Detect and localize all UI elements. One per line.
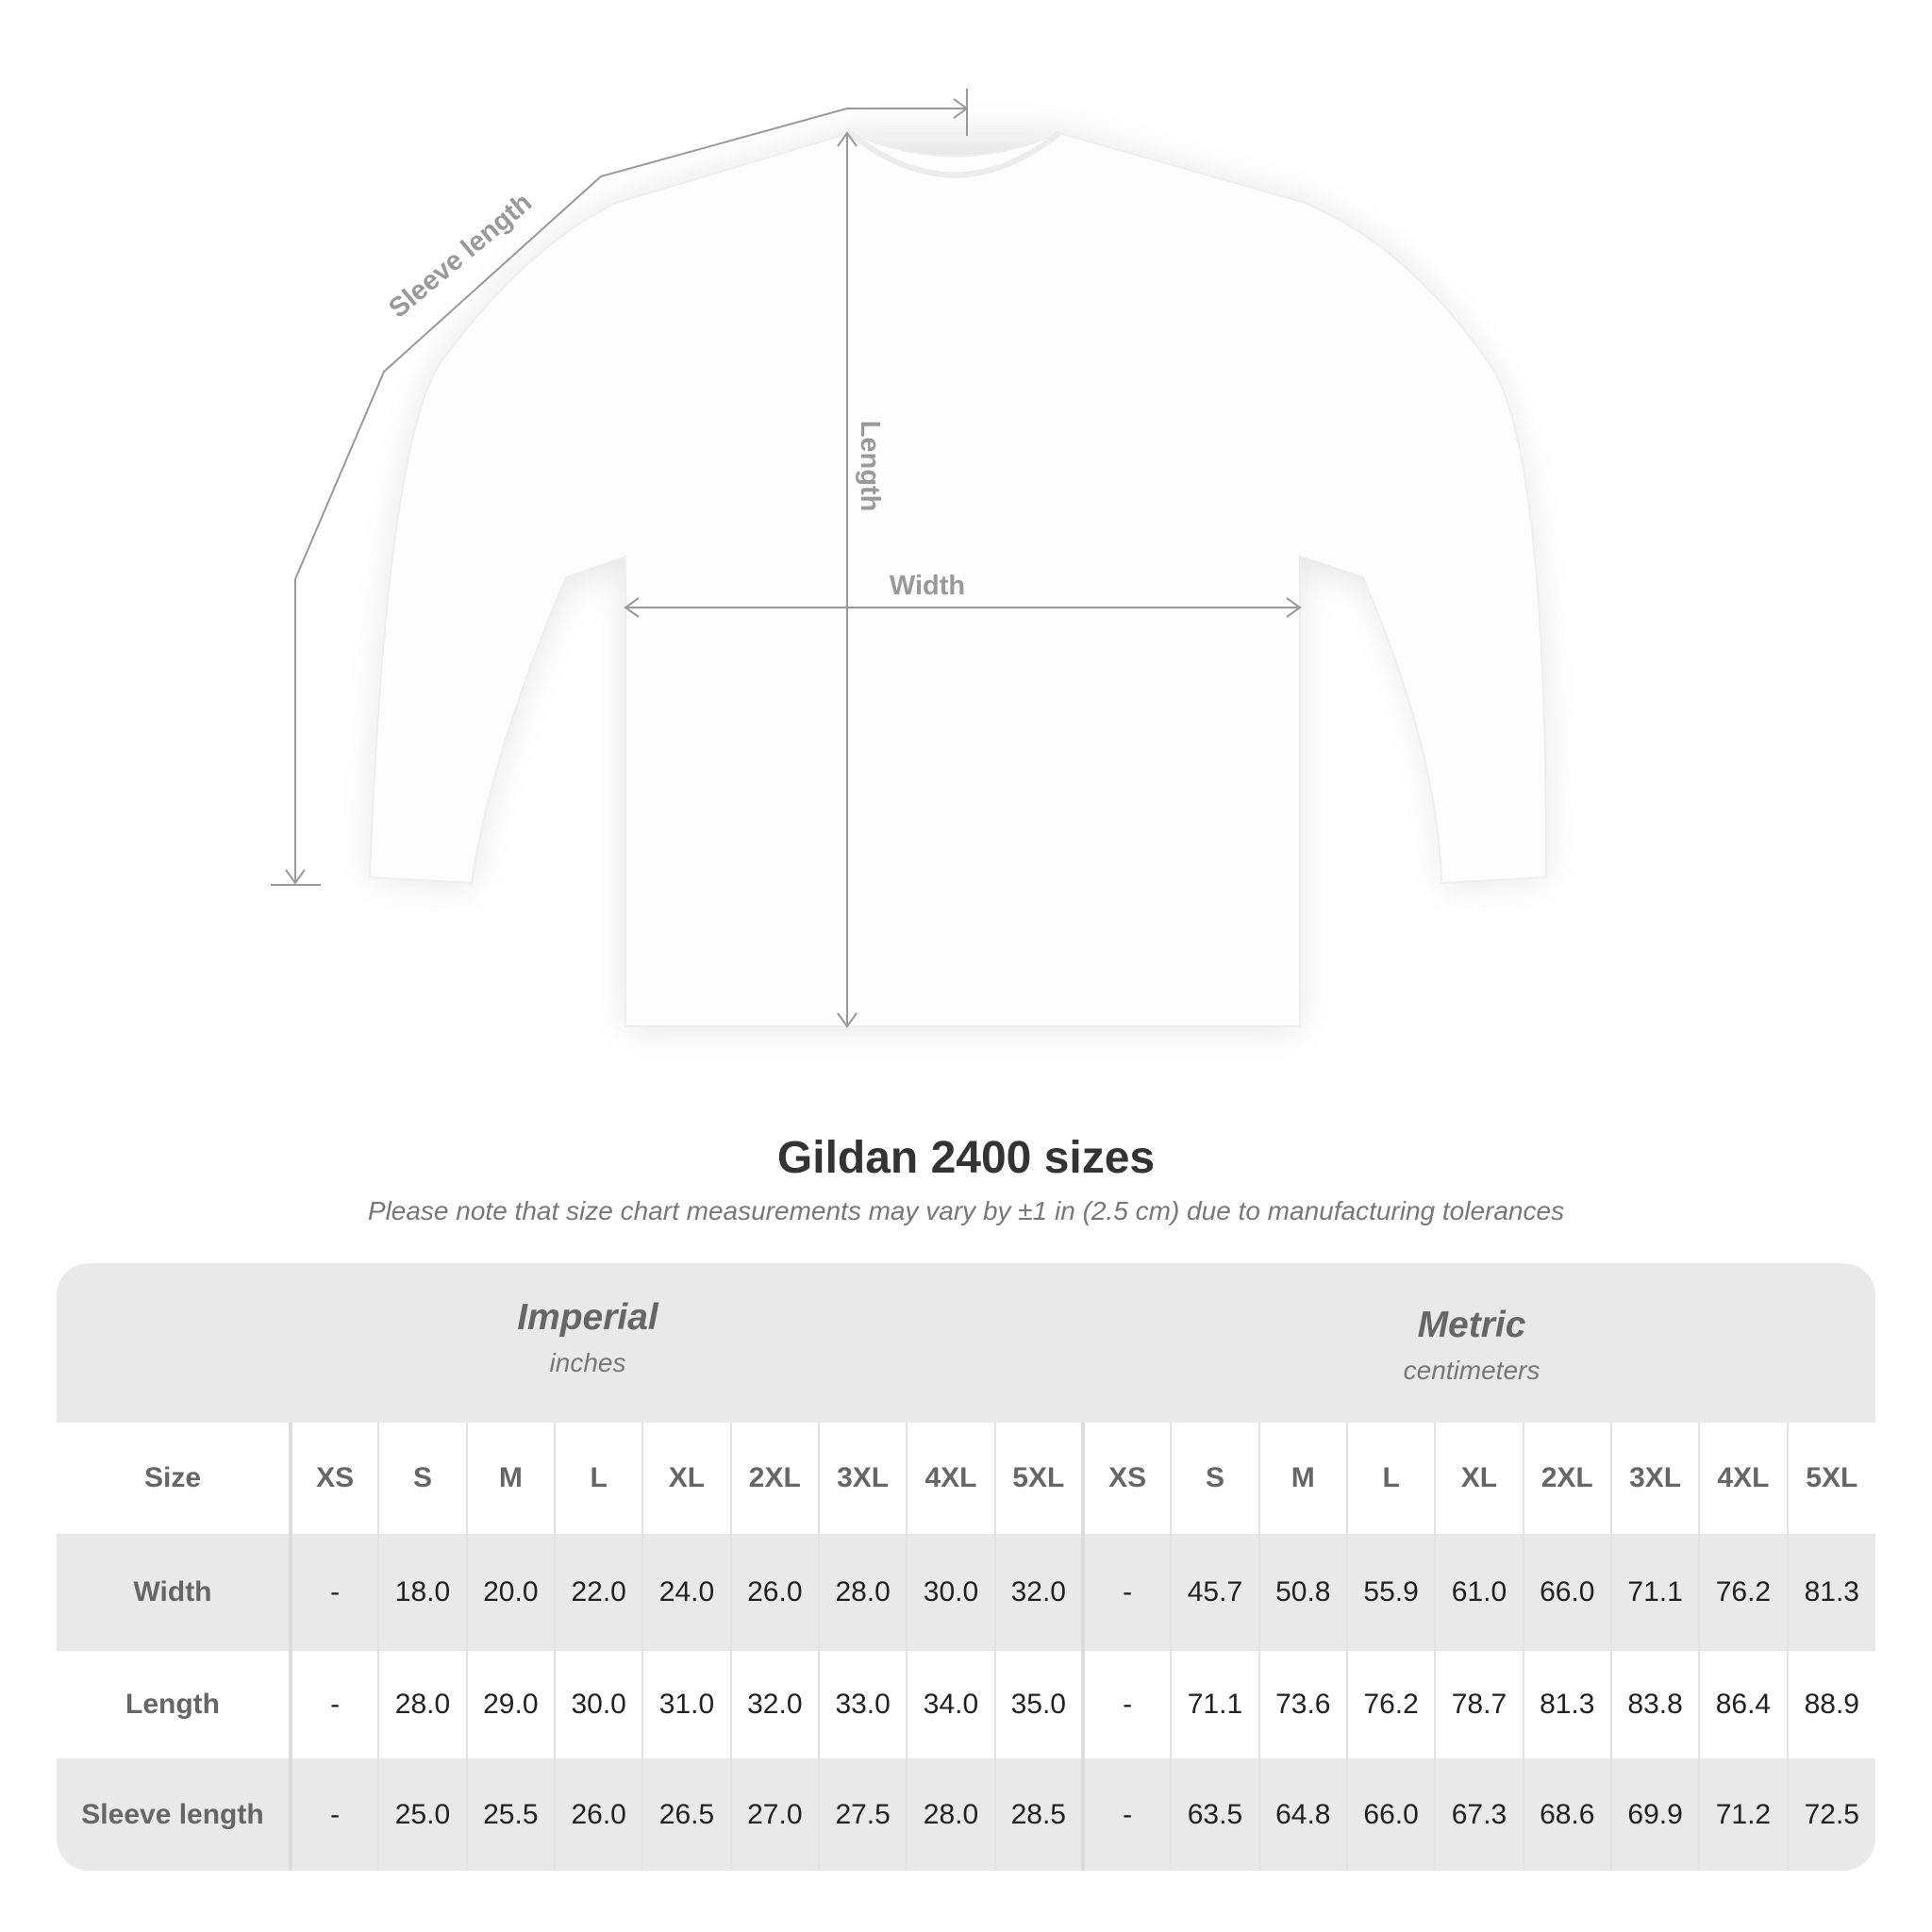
row-label: Sleeve length — [57, 1758, 292, 1871]
size-header: 2XL — [729, 1423, 819, 1534]
size-label: Size — [57, 1423, 292, 1534]
metric-value: 69.9 — [1609, 1758, 1700, 1871]
shirt-collar — [848, 130, 1061, 178]
size-header: XS — [289, 1423, 379, 1534]
imperial-header: Imperial inches — [345, 1297, 830, 1457]
metric-value: 71.1 — [1170, 1651, 1259, 1758]
long-sleeve-shirt — [368, 131, 1548, 1027]
metric-value: 81.3 — [1786, 1534, 1875, 1651]
imperial-value: 32.0 — [993, 1534, 1083, 1651]
imperial-value: 27.5 — [817, 1758, 908, 1871]
size-header: 3XL — [1609, 1423, 1700, 1534]
metric-value: - — [1080, 1758, 1172, 1871]
imperial-value: - — [289, 1758, 379, 1871]
metric-value: 86.4 — [1698, 1651, 1788, 1758]
length-label: Length — [855, 421, 885, 512]
size-header: S — [377, 1423, 467, 1534]
measurement-lines — [271, 89, 1302, 1028]
imperial-value: 26.0 — [553, 1758, 643, 1871]
imperial-value: 28.0 — [906, 1758, 995, 1871]
metric-value: 55.9 — [1345, 1534, 1436, 1651]
metric-unit: centimeters — [1403, 1356, 1541, 1385]
imperial-value: 33.0 — [817, 1651, 908, 1758]
page-title: Gildan 2400 sizes — [776, 1133, 1156, 1183]
metric-value: 76.2 — [1698, 1534, 1788, 1651]
tolerance-note: Please note that size chart measurements… — [367, 1196, 1565, 1225]
imperial-value: 24.0 — [641, 1534, 731, 1651]
size-header-row: Size XS S M L XL 2XL 3XL 4XL 5XL XS S M L XL 2XL 3XL 4XL 5… — [57, 1423, 1875, 1534]
metric-value: 78.7 — [1434, 1651, 1524, 1758]
table-row: Sleeve length -25.0 25.5 26.0 26.5 27.0 27.5 28… — [57, 1758, 1875, 1871]
metric-value: 88.9 — [1786, 1651, 1875, 1758]
table-row: Length -28.0 29.0 30.0 31.0 32.0 33.0 34.0 35.0-… — [57, 1651, 1875, 1758]
metric-value: 83.8 — [1609, 1651, 1700, 1758]
imperial-value: 34.0 — [906, 1651, 995, 1758]
metric-value: 72.5 — [1786, 1758, 1875, 1871]
metric-value: 45.7 — [1170, 1534, 1259, 1651]
shirt-diagram: Sleeve length Length Width — [271, 89, 1548, 1030]
imperial-value: 28.0 — [817, 1534, 908, 1651]
imperial-value: 30.0 — [906, 1534, 995, 1651]
imperial-value: 31.0 — [641, 1651, 731, 1758]
metric-value: - — [1080, 1651, 1172, 1758]
metric-header: Metric centimeters — [1075, 1305, 1868, 1464]
metric-value: 68.6 — [1522, 1758, 1611, 1871]
width-label: Width — [890, 571, 965, 601]
imperial-value: 35.0 — [993, 1651, 1083, 1758]
imperial-value: 28.0 — [377, 1651, 467, 1758]
size-header: L — [1345, 1423, 1436, 1534]
metric-value: 71.2 — [1698, 1758, 1788, 1871]
imperial-value: 22.0 — [553, 1534, 643, 1651]
metric-value: 81.3 — [1522, 1651, 1611, 1758]
metric-value: 61.0 — [1434, 1534, 1524, 1651]
metric-value: 71.1 — [1609, 1534, 1700, 1651]
imperial-value: - — [289, 1534, 379, 1651]
imperial-value: 32.0 — [729, 1651, 819, 1758]
size-header: 4XL — [906, 1423, 995, 1534]
metric-value: 50.8 — [1257, 1534, 1347, 1651]
size-header: L — [553, 1423, 643, 1534]
metric-value: 66.0 — [1522, 1534, 1611, 1651]
metric-value: 64.8 — [1257, 1758, 1347, 1871]
table-row: Width -18.0 20.0 22.0 24.0 26.0 28.0 30.0 32.0-4… — [57, 1534, 1875, 1651]
metric-value: - — [1080, 1534, 1172, 1651]
imperial-value: 29.0 — [465, 1651, 555, 1758]
metric-title: Metric — [1417, 1305, 1526, 1345]
size-header: XL — [1434, 1423, 1524, 1534]
size-table: Imperial inches Metric centimeters Size X… — [57, 1263, 1875, 1871]
size-header: 2XL — [1522, 1423, 1611, 1534]
imperial-value: 30.0 — [553, 1651, 643, 1758]
imperial-value: 26.0 — [729, 1534, 819, 1651]
imperial-value: - — [289, 1651, 379, 1758]
metric-value: 73.6 — [1257, 1651, 1347, 1758]
imperial-value: 27.0 — [729, 1758, 819, 1871]
size-header: 3XL — [817, 1423, 908, 1534]
imperial-value: 25.5 — [465, 1758, 555, 1871]
size-header: 5XL — [1786, 1423, 1875, 1534]
size-header: M — [1257, 1423, 1347, 1534]
metric-value: 63.5 — [1170, 1758, 1259, 1871]
imperial-value: 28.5 — [993, 1758, 1083, 1871]
size-header: XL — [641, 1423, 731, 1534]
size-header: XS — [1080, 1423, 1172, 1534]
metric-value: 66.0 — [1345, 1758, 1436, 1871]
size-grid: Size XS S M L XL 2XL 3XL 4XL 5XL XS S M L XL 2XL 3XL 4XL 5… — [57, 1423, 1875, 1871]
size-header: S — [1170, 1423, 1259, 1534]
imperial-title: Imperial — [517, 1297, 658, 1338]
imperial-value: 26.5 — [641, 1758, 731, 1871]
metric-value: 67.3 — [1434, 1758, 1524, 1871]
row-label: Width — [57, 1534, 292, 1651]
size-header: M — [465, 1423, 555, 1534]
row-label: Length — [57, 1651, 292, 1758]
imperial-value: 25.0 — [377, 1758, 467, 1871]
size-header: 5XL — [993, 1423, 1083, 1534]
metric-value: 76.2 — [1345, 1651, 1436, 1758]
imperial-value: 20.0 — [465, 1534, 555, 1651]
size-header: 4XL — [1698, 1423, 1788, 1534]
imperial-unit: inches — [549, 1348, 626, 1377]
imperial-value: 18.0 — [377, 1534, 467, 1651]
